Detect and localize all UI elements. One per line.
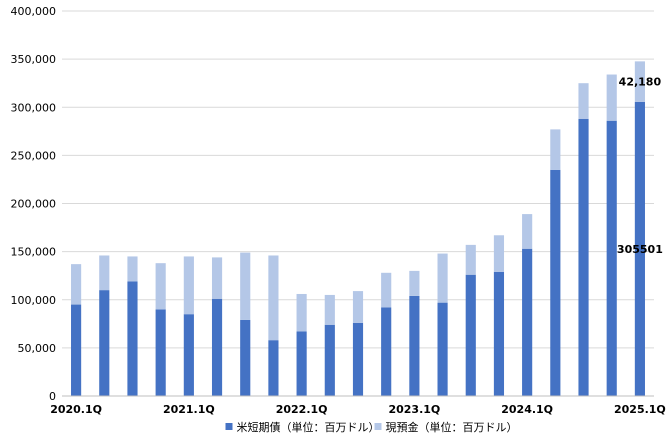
tick-labels: 0 50,000 100,000 150,000 200,000 250,000 300,0… (11, 5, 666, 416)
bar-cash-deposits (71, 264, 82, 305)
bar-short-term-bonds (296, 331, 307, 396)
legend-item-cash-deposits: 現預金（単位：百万ドル） (374, 420, 518, 434)
bar-short-term-bonds (183, 314, 194, 396)
bar-short-term-bonds (465, 274, 476, 396)
bar-short-term-bonds (71, 304, 82, 396)
x-tick-label: 2025.1Q (614, 403, 666, 416)
bar-cash-deposits (465, 244, 476, 275)
bar-cash-deposits (211, 257, 223, 299)
bar-cash-deposits (381, 272, 392, 308)
legend-item-short-term-bonds: 米短期債（単位：百万ドル） (225, 420, 380, 434)
y-tick-label: 350,000 (11, 53, 57, 66)
bar-cash-deposits (437, 253, 448, 303)
bar-short-term-bonds (409, 295, 420, 396)
bar-cash-deposits (127, 256, 138, 282)
bar-cash-deposits (634, 61, 645, 102)
bar-short-term-bonds (550, 169, 561, 396)
x-tick-label: 2020.1Q (50, 403, 102, 416)
bar-cash-deposits (268, 255, 279, 341)
bar-short-term-bonds (211, 298, 223, 396)
bar-cash-deposits (522, 214, 533, 249)
bar-short-term-bonds (381, 307, 392, 396)
y-tick-label: 150,000 (11, 246, 57, 259)
y-tick-label: 0 (49, 390, 56, 403)
bar-cash-deposits (296, 293, 307, 332)
data-label-cash-deposits: 42,180 (619, 76, 662, 89)
bar-short-term-bonds (268, 340, 279, 396)
bar-cash-deposits (550, 129, 561, 170)
bars (71, 61, 645, 397)
bar-cash-deposits (409, 270, 420, 296)
bar-short-term-bonds (606, 120, 617, 396)
bar-short-term-bonds (493, 271, 505, 396)
data-label-short-term-bonds: 305501 (617, 243, 663, 256)
bar-short-term-bonds (578, 118, 589, 397)
y-tick-label: 200,000 (11, 198, 57, 211)
bar-short-term-bonds (127, 281, 138, 396)
bar-short-term-bonds (522, 248, 533, 396)
bar-cash-deposits (240, 252, 251, 320)
bar-cash-deposits (324, 294, 335, 325)
y-tick-label: 50,000 (18, 342, 57, 355)
bar-short-term-bonds (324, 324, 335, 396)
legend: 米短期債（単位：百万ドル） 現預金（単位：百万ドル） (225, 420, 518, 434)
legend-label: 現預金（単位：百万ドル） (386, 420, 518, 434)
bar-cash-deposits (493, 235, 505, 272)
x-tick-label: 2024.1Q (501, 403, 553, 416)
bar-cash-deposits (578, 83, 589, 119)
legend-swatch (374, 423, 382, 430)
legend-label: 米短期債（単位：百万ドル） (237, 420, 380, 434)
y-tick-label: 400,000 (11, 5, 57, 18)
bar-short-term-bonds (99, 290, 110, 396)
x-tick-label: 2022.1Q (276, 403, 328, 416)
bar-cash-deposits (99, 255, 110, 291)
x-tick-label: 2021.1Q (163, 403, 215, 416)
bar-cash-deposits (352, 291, 364, 323)
bar-short-term-bonds (155, 309, 166, 396)
x-tick-label: 2023.1Q (388, 403, 440, 416)
bar-cash-deposits (155, 263, 166, 310)
bar-short-term-bonds (437, 302, 448, 396)
bar-cash-deposits (183, 256, 194, 315)
y-tick-label: 100,000 (11, 294, 57, 307)
bar-short-term-bonds (240, 319, 251, 396)
y-tick-label: 300,000 (11, 101, 57, 114)
bar-cash-deposits (606, 74, 617, 121)
bar-short-term-bonds (634, 101, 645, 396)
bar-short-term-bonds (352, 322, 364, 396)
y-tick-label: 250,000 (11, 149, 57, 162)
legend-swatch (225, 423, 233, 430)
data-labels: 305501 42,180 (617, 76, 663, 256)
